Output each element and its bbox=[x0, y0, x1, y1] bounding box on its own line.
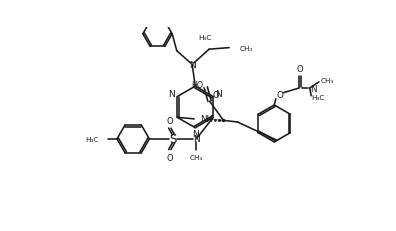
Text: H₃C: H₃C bbox=[85, 136, 99, 142]
Text: O: O bbox=[296, 64, 303, 73]
Text: O: O bbox=[212, 91, 219, 100]
Text: CH₃: CH₃ bbox=[190, 155, 203, 161]
Text: N: N bbox=[189, 61, 196, 70]
Text: O: O bbox=[166, 116, 173, 125]
Text: CH₃: CH₃ bbox=[320, 78, 334, 84]
Text: N: N bbox=[310, 84, 316, 93]
Text: N: N bbox=[192, 130, 199, 139]
Text: NH: NH bbox=[200, 115, 213, 124]
Text: O: O bbox=[277, 90, 284, 99]
Text: S: S bbox=[169, 133, 177, 146]
Text: O: O bbox=[166, 153, 173, 162]
Text: N: N bbox=[215, 90, 222, 98]
Text: N: N bbox=[169, 90, 175, 98]
Text: H₃C: H₃C bbox=[198, 35, 212, 41]
Text: CH₃: CH₃ bbox=[240, 46, 253, 52]
Text: H₃C: H₃C bbox=[311, 95, 325, 101]
Text: N: N bbox=[193, 135, 200, 144]
Text: HO: HO bbox=[191, 80, 204, 89]
